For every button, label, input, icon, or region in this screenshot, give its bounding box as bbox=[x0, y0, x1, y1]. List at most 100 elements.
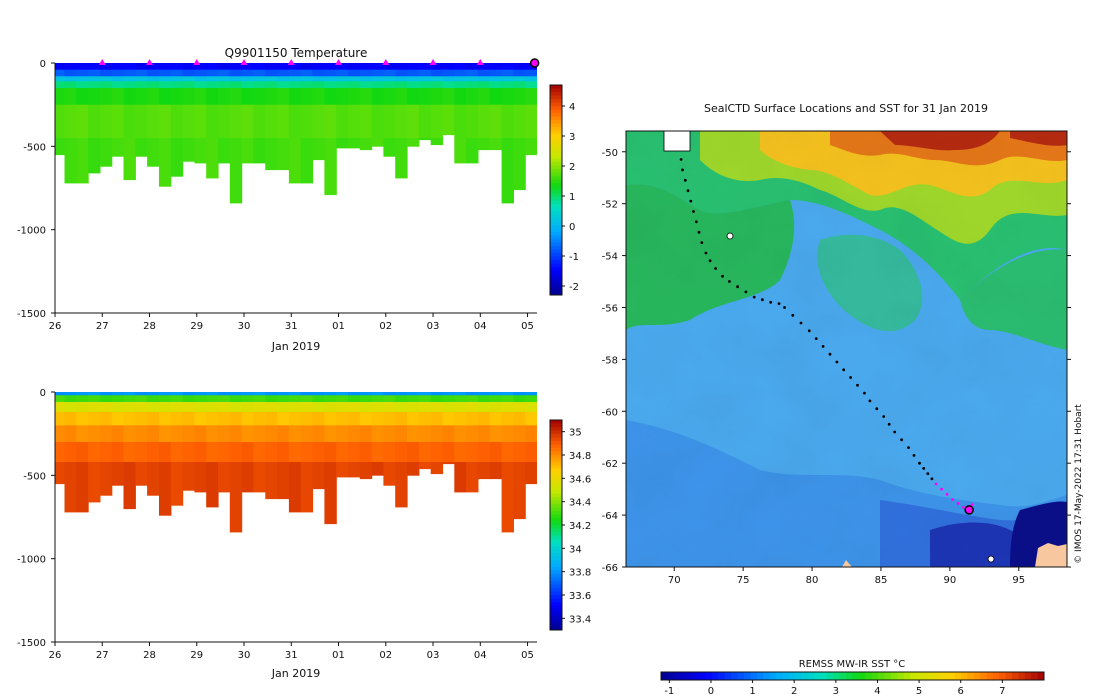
section-cell bbox=[348, 104, 361, 139]
section-cell bbox=[324, 442, 337, 463]
section-cell bbox=[182, 69, 195, 77]
section-cell bbox=[501, 395, 514, 403]
map-x-ticks: 70 75 80 85 90 95 bbox=[668, 567, 1025, 586]
colorbar-cell bbox=[961, 672, 968, 680]
section-cell bbox=[159, 395, 172, 403]
colorbar-cell bbox=[550, 546, 562, 550]
section-cell bbox=[265, 104, 278, 139]
section-cell bbox=[489, 425, 503, 443]
track-point bbox=[679, 158, 683, 161]
section-cell bbox=[218, 138, 231, 164]
section-cell bbox=[159, 138, 172, 187]
colorbar-cell bbox=[814, 672, 822, 680]
colorbar-cell bbox=[999, 672, 1007, 680]
section-cell bbox=[442, 104, 455, 136]
section-cell bbox=[466, 69, 479, 77]
section-cell bbox=[253, 88, 266, 106]
section-cell bbox=[218, 104, 231, 139]
section-cell bbox=[123, 69, 136, 77]
section-cell bbox=[265, 425, 278, 443]
section-cell bbox=[123, 462, 136, 510]
current-position-marker bbox=[964, 505, 974, 515]
section-cell bbox=[407, 104, 420, 139]
colorbar-cell bbox=[550, 204, 562, 208]
section-cell bbox=[477, 138, 491, 151]
section-cell bbox=[383, 81, 396, 89]
track-point bbox=[791, 313, 795, 317]
section-cell bbox=[182, 412, 195, 426]
colorbar-cell bbox=[673, 672, 681, 680]
section-cell bbox=[525, 69, 537, 77]
colorbar-cell bbox=[884, 672, 892, 680]
section-cell bbox=[418, 402, 432, 413]
section-cell bbox=[218, 412, 231, 426]
section-cell bbox=[383, 412, 396, 426]
section-cell bbox=[229, 412, 243, 426]
surface-marker bbox=[193, 59, 201, 65]
section-cell bbox=[359, 81, 373, 89]
section-cell bbox=[277, 462, 290, 500]
colorbar-tick-label: 3 bbox=[833, 686, 839, 697]
section-cell bbox=[147, 395, 160, 403]
x-tick-label: 29 bbox=[190, 321, 203, 332]
section-cell bbox=[537, 70, 538, 77]
section-cell bbox=[123, 425, 136, 443]
y-tick-label: -1500 bbox=[17, 309, 46, 320]
colorbar-cell bbox=[550, 288, 562, 292]
section-cell bbox=[123, 81, 136, 89]
section-cell bbox=[182, 104, 195, 139]
temperature-xlabel: Jan 2019 bbox=[271, 340, 320, 353]
x-tick-label: 31 bbox=[285, 650, 298, 661]
section-cell bbox=[395, 402, 408, 413]
section-cell bbox=[359, 392, 373, 396]
map-y-tick-label: -64 bbox=[602, 511, 618, 522]
section-cell bbox=[501, 138, 514, 204]
section-cell bbox=[88, 81, 101, 89]
section-cell bbox=[88, 76, 101, 82]
track-point bbox=[777, 302, 781, 305]
colorbar-cell bbox=[1012, 672, 1019, 680]
colorbar-cell bbox=[550, 455, 562, 459]
section-cell bbox=[76, 442, 89, 463]
track-point bbox=[694, 220, 698, 224]
section-cell bbox=[477, 88, 491, 106]
section-cell bbox=[312, 425, 325, 443]
section-cell bbox=[466, 63, 479, 71]
section-cell bbox=[253, 402, 266, 413]
section-cell bbox=[383, 69, 396, 77]
section-cell bbox=[312, 138, 325, 161]
colorbar-frame bbox=[549, 84, 563, 296]
section-cell bbox=[182, 138, 195, 162]
section-cell bbox=[430, 442, 444, 463]
section-cell bbox=[147, 425, 160, 443]
section-cell bbox=[383, 395, 396, 403]
y-tick-label: -1000 bbox=[17, 226, 46, 237]
section-cell bbox=[300, 138, 314, 184]
section-cell bbox=[229, 81, 243, 89]
section-cell bbox=[466, 442, 479, 463]
colorbar-cell bbox=[550, 434, 562, 438]
section-cell bbox=[525, 392, 537, 396]
map-y-tick-label: -56 bbox=[602, 303, 618, 314]
section-cell bbox=[324, 392, 337, 396]
section-cell bbox=[300, 402, 314, 413]
section-cell bbox=[241, 76, 255, 82]
section-cell bbox=[147, 76, 160, 82]
colorbar-cell bbox=[550, 420, 562, 424]
section-cell bbox=[477, 412, 491, 426]
colorbar-cell bbox=[550, 535, 562, 540]
section-cell bbox=[336, 76, 349, 82]
colorbar-cell bbox=[550, 500, 562, 505]
section-cell bbox=[359, 412, 373, 426]
section-cell bbox=[537, 392, 538, 396]
sst-field bbox=[626, 131, 1067, 567]
colorbar-cell bbox=[550, 137, 562, 142]
section-cell bbox=[182, 402, 195, 413]
section-cell bbox=[288, 69, 302, 77]
colorbar-cell bbox=[550, 469, 562, 473]
section-cell bbox=[99, 76, 113, 82]
colorbar-cell bbox=[986, 672, 994, 680]
section-cell bbox=[55, 402, 66, 413]
colorbar-cell bbox=[1037, 672, 1045, 680]
section-cell bbox=[348, 462, 361, 478]
